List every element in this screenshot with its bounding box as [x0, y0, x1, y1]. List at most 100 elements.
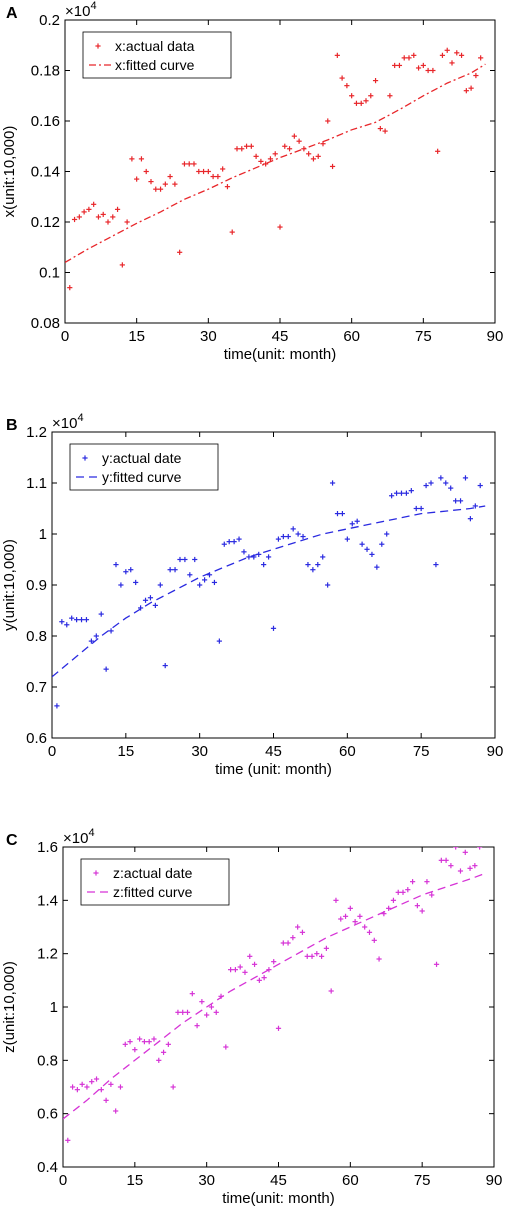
data-point [390, 897, 397, 903]
data-point [74, 1087, 80, 1093]
data-point [127, 1039, 133, 1045]
data-point [320, 554, 326, 560]
data-point [395, 889, 401, 895]
data-point [392, 62, 398, 69]
data-point [189, 991, 195, 997]
data-point [430, 67, 436, 74]
data-point [384, 531, 390, 537]
data-point [357, 913, 363, 919]
data-point [103, 1097, 109, 1103]
x-axis-label: time(unit: month) [224, 346, 337, 363]
data-point [129, 156, 135, 162]
data-point [213, 1009, 219, 1015]
data-point [208, 1004, 215, 1010]
y-axis-label: x(unit:10,000) [1, 126, 18, 218]
data-point [128, 567, 134, 573]
data-point [339, 511, 346, 517]
data-point [98, 1087, 104, 1093]
data-point [108, 628, 114, 634]
data-point [108, 1081, 114, 1087]
data-point [165, 1041, 171, 1047]
legend-marker [82, 455, 88, 461]
data-point [167, 173, 173, 180]
data-point [54, 703, 60, 709]
data-point [243, 143, 250, 149]
data-point [368, 93, 374, 99]
data-point [138, 156, 145, 162]
data-point [83, 617, 90, 623]
data-point [439, 52, 446, 58]
y-tick-label: 0.7 [26, 679, 47, 696]
data-point [411, 52, 417, 58]
x-tick-label: 30 [198, 1172, 215, 1189]
data-point [265, 554, 272, 560]
x-axis-label: time (unit: month) [215, 761, 332, 778]
data-point [420, 62, 426, 69]
y-exponent-label: ×104 [65, 0, 97, 20]
data-point [381, 911, 387, 917]
data-point [419, 908, 425, 914]
data-point [64, 622, 70, 628]
x-tick-label: 90 [487, 743, 504, 760]
data-point [377, 125, 383, 132]
data-point [376, 956, 382, 962]
data-point [167, 567, 173, 573]
data-point [162, 662, 168, 669]
plot-area [63, 847, 485, 1143]
data-point [69, 1084, 76, 1090]
data-point [211, 579, 218, 586]
y-tick-label: 1.1 [26, 475, 47, 492]
y-axis-label: y(unit:10,000) [1, 539, 18, 631]
data-point [328, 988, 334, 994]
data-point [477, 847, 483, 850]
data-point [310, 156, 317, 162]
data-point [237, 964, 243, 970]
data-point [177, 556, 183, 563]
plot-area [65, 47, 486, 291]
data-point [352, 919, 358, 925]
data-point [177, 249, 183, 255]
data-point [86, 206, 92, 212]
plot-area [52, 475, 486, 709]
data-point [251, 961, 258, 967]
data-point [229, 229, 235, 235]
data-point [113, 562, 119, 568]
data-point [194, 1023, 200, 1029]
data-point [423, 482, 429, 489]
x-tick-label: 0 [61, 328, 69, 345]
data-point [78, 617, 85, 623]
data-point [147, 595, 154, 601]
data-point [329, 480, 336, 486]
data-point [180, 1009, 186, 1015]
legend: x:actual data x:fitted curve [82, 31, 232, 79]
data-point [457, 868, 464, 874]
data-point [138, 605, 144, 611]
y-tick-label: 0.4 [37, 1159, 58, 1176]
data-point [306, 151, 312, 157]
legend-label: z:actual date [113, 865, 193, 881]
y-exponent-base: ×10 [63, 830, 88, 847]
data-point [141, 1039, 148, 1045]
y-tick-label: 1.6 [37, 839, 58, 856]
data-point [413, 505, 419, 512]
data-point [382, 128, 388, 134]
data-point [462, 849, 468, 855]
fitted-curve-line [65, 63, 486, 263]
data-point [239, 146, 245, 152]
data-point [143, 168, 149, 175]
data-point [267, 156, 274, 162]
data-point [200, 168, 207, 175]
data-point [148, 179, 154, 185]
data-point [84, 1084, 90, 1090]
data-point [231, 539, 237, 545]
data-point [253, 153, 259, 159]
data-point [251, 554, 257, 560]
data-point [270, 625, 277, 631]
data-point [285, 940, 291, 946]
data-point [133, 579, 139, 586]
y-tick-label: 1.4 [37, 892, 58, 909]
data-point [65, 1137, 71, 1143]
data-point [124, 219, 130, 225]
y-tick-label: 0.1 [39, 265, 60, 282]
data-point [204, 1012, 210, 1018]
